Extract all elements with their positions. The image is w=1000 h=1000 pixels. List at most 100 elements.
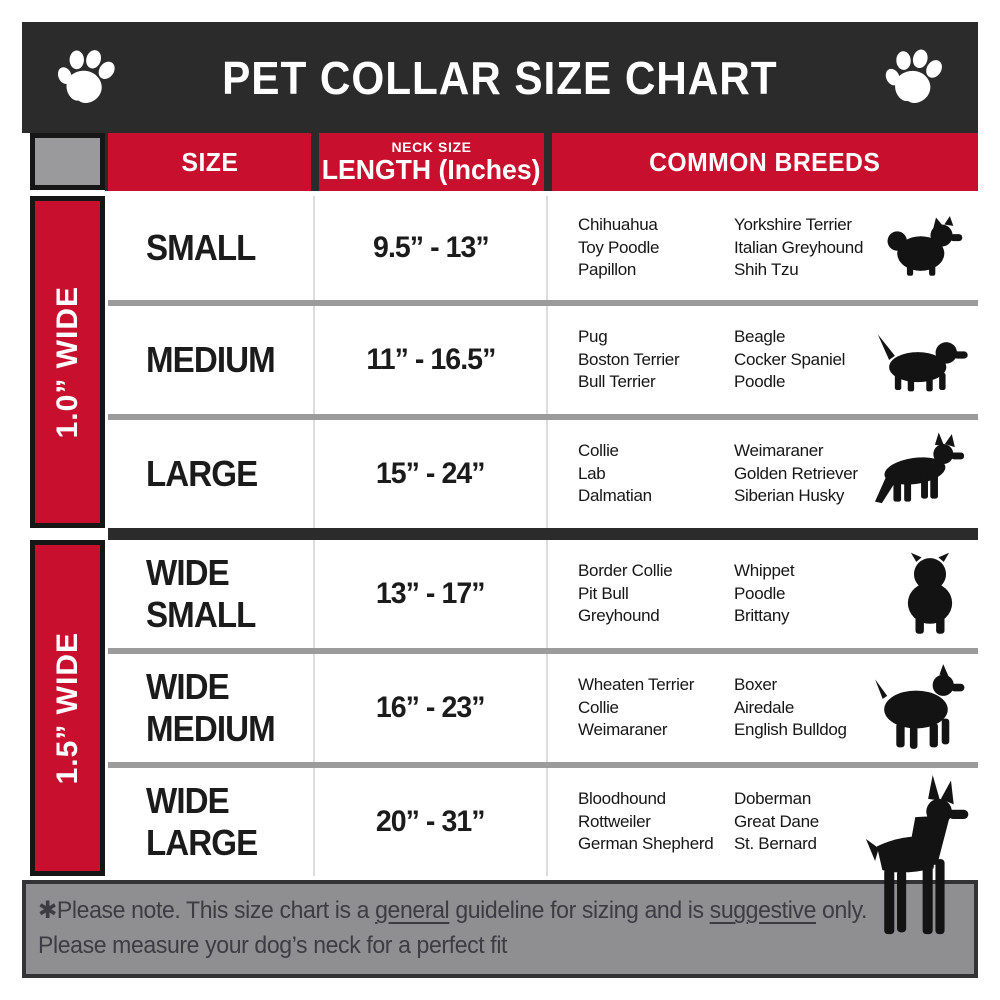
breeds-column-1: Collie Lab Dalmatian xyxy=(578,440,720,507)
breed-name: Boston Terrier xyxy=(578,349,680,369)
german-shepherd-silhouette-icon xyxy=(864,431,972,517)
breed-name: Poodle xyxy=(734,583,786,603)
breeds-column-1: Wheaten Terrier Collie Weimaraner xyxy=(578,674,720,741)
paw-print-icon xyxy=(50,42,122,114)
table-row-wide-large: WIDE LARGE 20” - 31” Bloodhound Rottweil… xyxy=(108,768,978,935)
breed-name: Lab xyxy=(578,463,606,483)
size-label: LARGE xyxy=(146,822,258,863)
footer-note: ✱Please note. This size chart is a gener… xyxy=(22,880,978,978)
column-header-neck-length: NECK SIZE LENGTH (Inches) xyxy=(319,133,544,191)
breed-name: English Bulldog xyxy=(734,720,847,740)
neck-range-value: 20” - 31” xyxy=(376,805,486,838)
footer-underlined-general: general xyxy=(375,897,450,925)
breeds-cell: Wheaten Terrier Collie Weimaraner Boxer … xyxy=(548,654,978,762)
size-label: WIDE xyxy=(146,551,230,593)
breed-name: Pug xyxy=(578,327,608,347)
size-label: LARGE xyxy=(146,452,258,494)
size-label: WIDE xyxy=(146,779,230,821)
breeds-column-1: Border Collie Pit Bull Greyhound xyxy=(578,560,720,627)
breed-name: Weimaraner xyxy=(734,441,824,461)
column-header-breeds-label: COMMON BREEDS xyxy=(649,146,881,177)
breed-name: Greyhound xyxy=(578,606,660,626)
table-row-wide-small: WIDE SMALL 13” - 17” Border Collie Pit B… xyxy=(108,540,978,648)
rail-corner-block xyxy=(30,133,105,190)
breed-name: Border Collie xyxy=(578,561,673,581)
breed-name: Golden Retriever xyxy=(734,463,858,483)
page-title: PET COLLAR SIZE CHART xyxy=(222,51,778,104)
column-header-length-label: LENGTH (Inches) xyxy=(322,154,541,185)
neck-range-cell: 20” - 31” xyxy=(315,768,548,876)
size-chart-board: PET COLLAR SIZE CHART SIZE NECK SIZE LEN… xyxy=(22,22,978,978)
pit-bull-silhouette-icon xyxy=(866,662,972,754)
breed-name: Rottweiler xyxy=(578,811,651,831)
breed-name: Weimaraner xyxy=(578,720,668,740)
breed-name: Great Dane xyxy=(734,811,819,831)
table-row-wide-medium: WIDE MEDIUM 16” - 23” Wheaten Terrier Co… xyxy=(108,654,978,762)
beagle-silhouette-icon xyxy=(872,324,972,396)
breed-name: Collie xyxy=(578,697,619,717)
column-header-size: SIZE xyxy=(108,133,311,191)
breed-name: German Shepherd xyxy=(578,834,714,854)
breed-name: Beagle xyxy=(734,327,786,347)
breed-name: Doberman xyxy=(734,789,811,809)
breeds-cell: Chihuahua Toy Poodle Papillon Yorkshire … xyxy=(548,196,978,300)
breed-name: Siberian Husky xyxy=(734,486,845,506)
row-divider xyxy=(108,648,978,654)
size-label: MEDIUM xyxy=(146,708,276,749)
breeds-cell: Bloodhound Rottweiler German Shepherd Do… xyxy=(548,768,978,935)
footer-text: only. xyxy=(816,897,868,925)
neck-range-value: 15” - 24” xyxy=(376,457,486,490)
table-row-small: SMALL 9.5” - 13” Chihuahua Toy Poodle Pa… xyxy=(108,196,978,300)
breeds-column-2: Yorkshire Terrier Italian Greyhound Shih… xyxy=(734,214,876,281)
breed-name: Dalmatian xyxy=(578,486,652,506)
breed-name: Wheaten Terrier xyxy=(578,675,695,695)
section-divider xyxy=(108,528,978,540)
neck-range-value: 11” - 16.5” xyxy=(366,343,496,376)
neck-range-cell: 9.5” - 13” xyxy=(315,196,548,300)
breed-name: Bull Terrier xyxy=(578,372,656,392)
row-divider xyxy=(108,414,978,420)
breed-name: Cocker Spaniel xyxy=(734,349,846,369)
breed-name: Papillon xyxy=(578,260,637,280)
breeds-column-2: Weimaraner Golden Retriever Siberian Hus… xyxy=(734,440,876,507)
size-cell: WIDE LARGE xyxy=(108,768,315,876)
size-cell: LARGE xyxy=(108,420,315,528)
neck-range-value: 13” - 17” xyxy=(376,577,486,610)
breed-name: Italian Greyhound xyxy=(734,237,864,257)
breeds-column-2: Whippet Poodle Brittany xyxy=(734,560,876,627)
size-label: SMALL xyxy=(146,226,256,268)
breed-name: St. Bernard xyxy=(734,834,817,854)
size-cell: SMALL xyxy=(108,196,315,300)
neck-range-cell: 11” - 16.5” xyxy=(315,306,548,414)
breed-name: Poodle xyxy=(734,372,786,392)
column-header-size-label: SIZE xyxy=(181,146,238,177)
neck-range-cell: 15” - 24” xyxy=(315,420,548,528)
width-group-1-5-inch-label: 1.5” WIDE xyxy=(50,631,84,785)
row-divider xyxy=(108,762,978,768)
column-header-breeds: COMMON BREEDS xyxy=(552,133,978,191)
row-divider xyxy=(108,300,978,306)
size-cell: WIDE SMALL xyxy=(108,540,315,648)
breed-name: Shih Tzu xyxy=(734,260,799,280)
neck-range-cell: 16” - 23” xyxy=(315,654,548,762)
breeds-column-2: Beagle Cocker Spaniel Poodle xyxy=(734,326,876,393)
breeds-column-1: Chihuahua Toy Poodle Papillon xyxy=(578,214,720,281)
breed-name: Airedale xyxy=(734,697,794,717)
breed-name: Brittany xyxy=(734,606,790,626)
paw-print-icon xyxy=(878,42,950,114)
breeds-column-1: Pug Boston Terrier Bull Terrier xyxy=(578,326,720,393)
neck-range-value: 16” - 23” xyxy=(376,691,486,724)
breeds-cell: Pug Boston Terrier Bull Terrier Beagle C… xyxy=(548,306,978,414)
breeds-column-1: Bloodhound Rottweiler German Shepherd xyxy=(578,788,720,855)
breed-name: Chihuahua xyxy=(578,215,658,235)
title-bar: PET COLLAR SIZE CHART xyxy=(22,22,978,133)
breed-name: Whippet xyxy=(734,561,795,581)
footer-text: ✱Please note. This size chart is a xyxy=(38,897,376,925)
size-cell: MEDIUM xyxy=(108,306,315,414)
footer-underlined-suggestive: suggestive xyxy=(709,897,817,925)
size-label: MEDIUM xyxy=(146,338,276,380)
footer-text: guideline for sizing and is xyxy=(449,897,710,925)
breed-name: Collie xyxy=(578,441,619,461)
breed-name: Boxer xyxy=(734,675,777,695)
breed-name: Bloodhound xyxy=(578,789,666,809)
